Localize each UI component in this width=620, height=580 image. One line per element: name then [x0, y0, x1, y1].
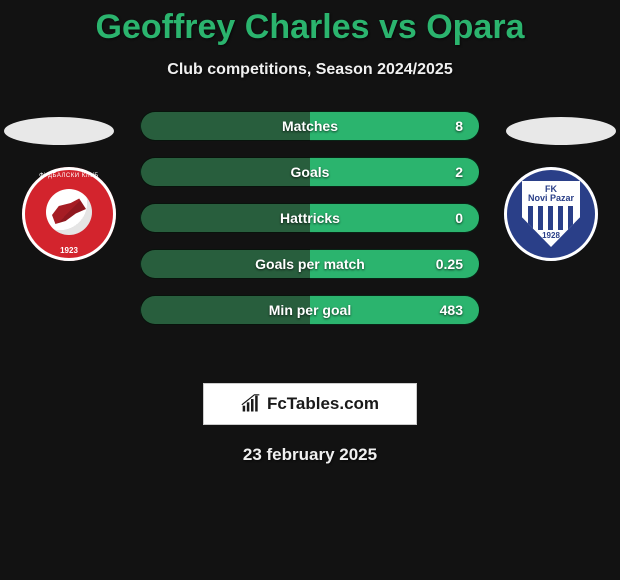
stats-list: Matches 8 Goals 2 Hattricks 0 Goals per …	[140, 111, 480, 341]
stat-row-goals-per-match: Goals per match 0.25	[140, 249, 480, 279]
badge-right-line2: Novi Pazar	[528, 194, 574, 203]
page-title: Geoffrey Charles vs Opara	[0, 0, 620, 47]
stat-value: 2	[455, 164, 463, 180]
subtitle: Club competitions, Season 2024/2025	[0, 61, 620, 79]
stat-value: 483	[440, 302, 463, 318]
date-text: 23 february 2025	[0, 445, 620, 465]
stat-label: Min per goal	[269, 302, 351, 318]
badge-left-year: 1923	[22, 246, 116, 255]
stat-row-min-per-goal: Min per goal 483	[140, 295, 480, 325]
stat-row-matches: Matches 8	[140, 111, 480, 141]
player-photo-right-placeholder	[506, 117, 616, 145]
stat-label: Hattricks	[280, 210, 340, 226]
stat-label: Goals	[291, 164, 330, 180]
stat-value: 0.25	[436, 256, 463, 272]
stat-label: Matches	[282, 118, 338, 134]
stat-row-hattricks: Hattricks 0	[140, 203, 480, 233]
attribution-text: FcTables.com	[267, 394, 379, 414]
badge-right-year: 1928	[542, 231, 560, 240]
player-photo-left-placeholder	[4, 117, 114, 145]
club-badge-right: FK Novi Pazar 1928	[504, 167, 598, 261]
stat-value: 8	[455, 118, 463, 134]
stat-row-goals: Goals 2	[140, 157, 480, 187]
attribution-badge: FcTables.com	[203, 383, 417, 425]
bar-chart-icon	[241, 394, 261, 414]
stat-value: 0	[455, 210, 463, 226]
stat-label: Goals per match	[255, 256, 365, 272]
club-badge-left: ФУДБАЛСКИ КЛУБ 1923	[22, 167, 116, 261]
comparison-panel: ФУДБАЛСКИ КЛУБ 1923 FK Novi Pazar 1928 M…	[0, 107, 620, 367]
badge-left-top-text: ФУДБАЛСКИ КЛУБ	[22, 173, 116, 179]
